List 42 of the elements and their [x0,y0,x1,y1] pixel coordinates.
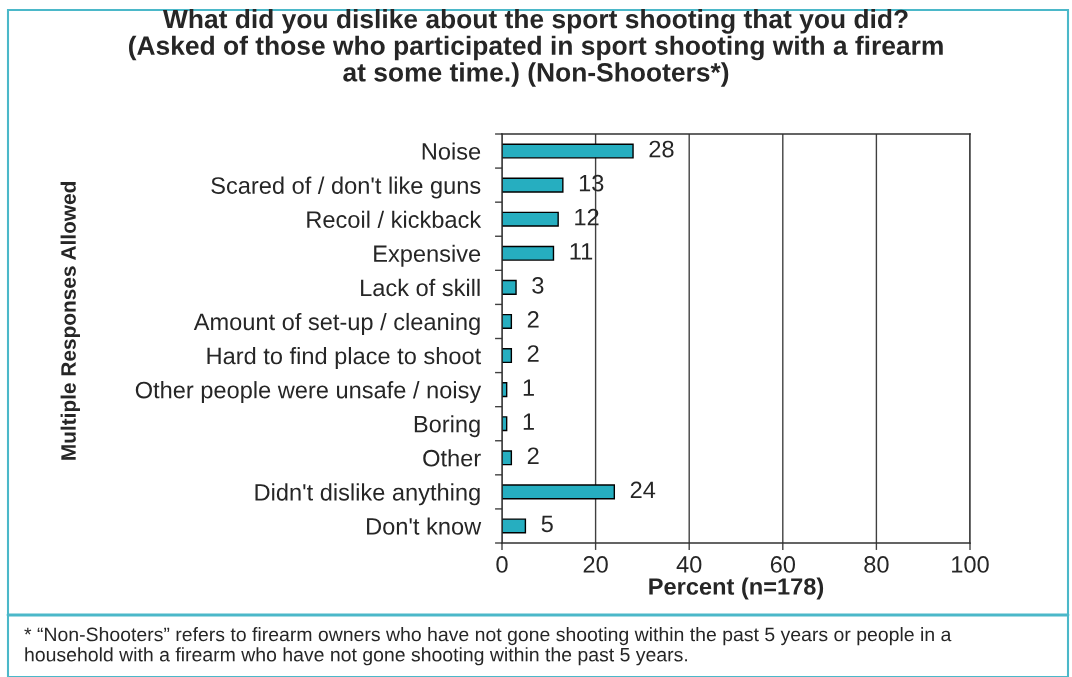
bar [502,245,555,261]
text: * “Non-Shooters” refers to firearm owners who have not gone shooting within the past 5 years or people in a household with a firearm who have not gone shooting within the past 5 years. [24,627,952,666]
bar [502,211,559,227]
y-tick-label: Didn't dislike anything [255,483,480,506]
data-label: 11 [570,243,593,260]
bar [502,177,564,193]
y-tick-label: Hard to find place to shoot [207,346,482,369]
chart-title: What did you dislike about the sport shooting that you did? (Asked of those who participated in sport shooting with a firearm at some time.) (Non-Shooters*) [129,9,943,87]
data-label: 24 [630,481,656,498]
x-tick-label: 100 [952,556,989,573]
data-label: 2 [527,345,539,362]
data-label: 2 [527,311,539,328]
bar [502,484,616,500]
y-tick-label: Noise [422,142,481,160]
x-axis-title: Percent (n=178) [649,577,824,600]
y-tick-label: Lack of skill [361,278,480,297]
bar [502,518,527,534]
y-tick-label: Expensive [374,244,481,267]
y-tick-label: Boring [414,415,480,438]
y-tick-label: Other [423,449,481,467]
data-label: 5 [541,515,553,533]
x-tick-label: 60 [770,556,796,573]
x-tick-label: 20 [583,556,608,573]
x-tick-label: 40 [676,556,702,573]
bar [502,348,513,364]
bar [502,450,513,466]
y-tick-label: Other people were unsafe / noisy [135,381,482,404]
y-tick-label: Don't know [367,517,482,535]
x-tick-label: 0 [496,556,508,573]
data-label: 1 [523,379,534,396]
data-label: 2 [527,447,539,464]
y-tick-label: Recoil / kickback [307,210,482,228]
x-tick-label: 80 [864,556,889,573]
data-label: 3 [532,276,544,294]
data-label: 1 [523,413,534,430]
y-tick-label: Amount of set-up / cleaning [193,312,480,335]
bar [502,143,634,159]
y-tick-label: Scared of / don't like guns [211,176,481,199]
bar [502,313,513,329]
bar [502,279,517,295]
data-label: 28 [649,140,674,158]
y-axis-title: Multiple Responses Allowed [60,182,80,460]
